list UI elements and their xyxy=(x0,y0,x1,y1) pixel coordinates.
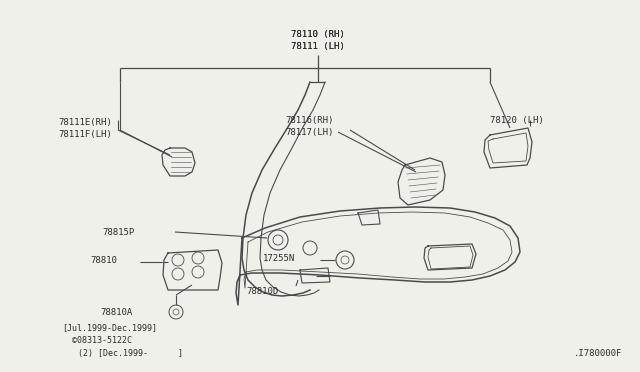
Text: 78111E(RH): 78111E(RH) xyxy=(58,118,112,127)
Text: 78117(LH): 78117(LH) xyxy=(285,128,333,137)
Text: (2) [Dec.1999-      ]: (2) [Dec.1999- ] xyxy=(78,349,183,358)
Text: 78111F(LH): 78111F(LH) xyxy=(58,130,112,139)
Text: 78116(RH): 78116(RH) xyxy=(285,116,333,125)
Text: .I780000F: .I780000F xyxy=(573,349,622,358)
Text: [Jul.1999-Dec.1999]: [Jul.1999-Dec.1999] xyxy=(62,323,157,332)
Text: 78120 (LH): 78120 (LH) xyxy=(490,116,544,125)
Text: 78111 (LH): 78111 (LH) xyxy=(291,42,345,51)
Text: 78110 (RH): 78110 (RH) xyxy=(291,30,345,39)
Text: 78810D: 78810D xyxy=(246,287,278,296)
Text: 78815P: 78815P xyxy=(102,228,134,237)
Text: 78111 (LH): 78111 (LH) xyxy=(291,42,345,51)
Text: ©08313-5122C: ©08313-5122C xyxy=(72,336,132,345)
Text: 78110 (RH): 78110 (RH) xyxy=(291,30,345,39)
Text: 78810A: 78810A xyxy=(100,308,132,317)
Text: 17255N: 17255N xyxy=(263,254,295,263)
Text: 78810: 78810 xyxy=(90,256,117,265)
